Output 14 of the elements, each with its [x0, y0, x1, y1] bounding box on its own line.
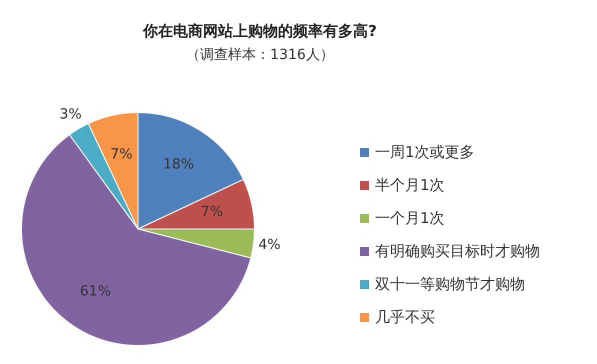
data-label: 3% — [59, 106, 82, 123]
data-label: 7% — [110, 146, 133, 163]
legend-label: 一周1次或更多 — [375, 143, 475, 162]
legend-label: 有明确购买目标时才购物 — [375, 242, 540, 261]
data-label: 7% — [200, 204, 224, 220]
legend-label: 几乎不买 — [375, 308, 435, 327]
chart-subtitle: （调查样本：1316人） — [185, 46, 335, 64]
legend-label: 半个月1次 — [375, 176, 445, 195]
data-label: 61% — [80, 283, 111, 300]
data-label: 4% — [258, 237, 281, 254]
data-label: 18% — [163, 156, 194, 173]
legend-label: 双十一等购物节才购物 — [375, 275, 525, 294]
legend-label: 一个月1次 — [375, 209, 445, 228]
chart-title: 你在电商网站上购物的频率有多高? — [142, 22, 378, 41]
